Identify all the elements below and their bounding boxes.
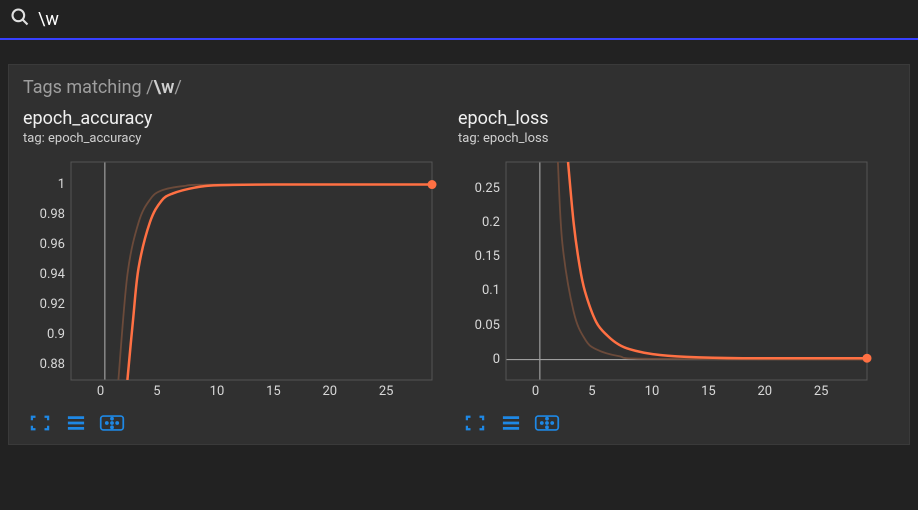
fit-icon[interactable] [99, 412, 125, 434]
charts-row: epoch_accuracy tag: epoch_accuracy 0.88 0… [9, 108, 909, 444]
y-tick-label: 0.15 [475, 249, 500, 264]
search-icon [10, 7, 30, 31]
chart-plot[interactable]: 0.880.90.920.940.960.9810510152025 [23, 154, 438, 404]
y-tick-label: 0.25 [475, 181, 500, 196]
chart-toolbar [458, 412, 873, 434]
expand-icon[interactable] [27, 412, 53, 434]
results-panel: Tags matching /\w/ epoch_accuracy tag: e… [8, 64, 910, 445]
chart-plot[interactable]: 0 0.05 0.1 0.15 0.2 0.25 0 5 10 15 20 25 [458, 154, 873, 404]
y-tick-label: 0.05 [475, 318, 500, 333]
x-tick-label: 15 [701, 384, 716, 399]
y-tick-label: 0.88 [40, 357, 65, 372]
header-query: \w [154, 77, 175, 98]
y-tick-label: 0.9 [47, 327, 65, 342]
x-tick-label: 20 [757, 384, 772, 399]
x-tick-label: 25 [814, 384, 829, 399]
expand-icon[interactable] [462, 412, 488, 434]
x-tick-label: 0 [97, 384, 104, 399]
chart-card-accuracy: epoch_accuracy tag: epoch_accuracy 0.88 0… [23, 108, 438, 434]
y-tick-label: 0.96 [40, 237, 65, 252]
x-tick-label: 10 [210, 384, 225, 399]
x-tick-label: 15 [266, 384, 281, 399]
header-prefix: Tags matching / [23, 77, 154, 98]
x-tick-label: 25 [379, 384, 394, 399]
y-tick-label: 0 [493, 352, 500, 367]
chart-tag: tag: epoch_loss [458, 131, 873, 146]
header-suffix: / [174, 77, 181, 98]
x-tick-label: 0 [532, 384, 539, 399]
chart-title: epoch_accuracy [23, 108, 438, 129]
search-bar [0, 0, 918, 40]
y-tick-label: 0.94 [40, 267, 65, 282]
y-tick-label: 0.92 [40, 297, 65, 312]
panel-header: Tags matching /\w/ [9, 65, 909, 108]
x-tick-label: 5 [153, 384, 160, 399]
chart-title: epoch_loss [458, 108, 873, 129]
fit-icon[interactable] [534, 412, 560, 434]
y-tick-label: 0.98 [40, 207, 65, 222]
list-icon[interactable] [63, 412, 89, 434]
x-tick-label: 5 [588, 384, 595, 399]
chart-tag: tag: epoch_accuracy [23, 131, 438, 146]
x-tick-label: 20 [322, 384, 337, 399]
y-tick-label: 0.2 [482, 215, 500, 230]
search-input[interactable] [38, 9, 908, 30]
chart-toolbar [23, 412, 438, 434]
chart-card-loss: epoch_loss tag: epoch_loss 00.050.10.150… [458, 108, 873, 434]
y-tick-label: 1 [58, 177, 65, 192]
list-icon[interactable] [498, 412, 524, 434]
y-tick-label: 0.1 [482, 283, 500, 298]
x-tick-label: 10 [645, 384, 660, 399]
